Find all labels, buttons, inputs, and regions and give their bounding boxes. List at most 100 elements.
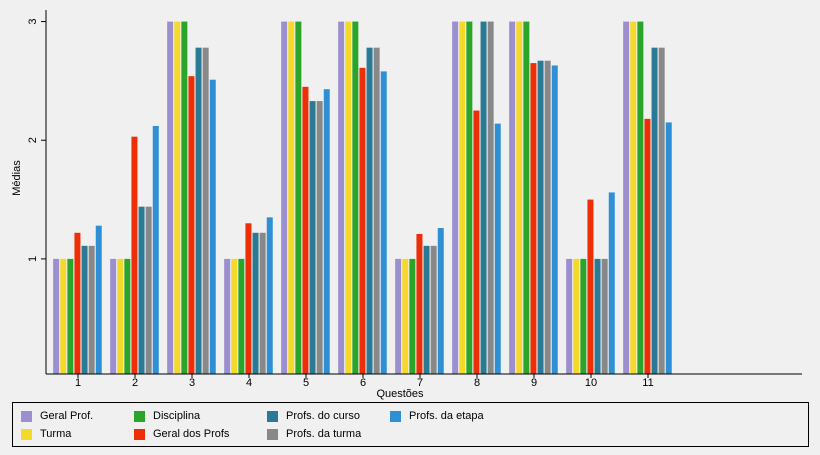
- x-tick-label: 8: [474, 377, 480, 389]
- x-tick-label: 11: [642, 377, 653, 389]
- bar-q1-s1: [53, 258, 60, 374]
- bar-q6-s6: [373, 47, 380, 375]
- bar-q11-s3: [637, 21, 644, 375]
- bar-q10-s6: [601, 258, 608, 374]
- bar-q11-s4: [644, 118, 651, 375]
- bar-q10-s2: [573, 258, 580, 374]
- legend: Geral Prof. Turma Disciplina Geral dos Prof…: [12, 402, 809, 447]
- bar-q9-s6: [544, 60, 551, 374]
- bar-q2-s5: [138, 206, 145, 374]
- bar-q6-s1: [338, 21, 345, 375]
- bar-q3-s7: [209, 79, 216, 375]
- legend-label: Turma: [40, 428, 72, 440]
- bar-q1-s6: [88, 245, 95, 374]
- bar-q6-s2: [345, 21, 352, 375]
- bar-q9-s7: [551, 65, 558, 374]
- bar-q7-s1: [395, 258, 402, 374]
- bar-q7-s7: [437, 228, 444, 374]
- bar-q1-s2: [60, 258, 67, 374]
- bar-q2-s7: [152, 125, 159, 375]
- bar-q4-s7: [266, 217, 273, 374]
- legend-swatch: [134, 428, 145, 440]
- bar-q1-s5: [81, 245, 88, 374]
- bar-q10-s1: [566, 258, 573, 374]
- legend-swatch: [267, 428, 278, 440]
- bar-q5-s4: [302, 86, 309, 374]
- bar-q5-s7: [323, 89, 330, 374]
- legend-item: Turma: [21, 427, 71, 441]
- bar-q8-s6: [487, 21, 494, 375]
- bar-q4-s1: [224, 258, 231, 374]
- bar-q1-s7: [95, 225, 102, 374]
- legend-item: Geral Prof.: [21, 409, 93, 423]
- legend-item: Geral dos Profs: [134, 427, 229, 441]
- bar-q9-s3: [523, 21, 530, 375]
- bar-q3-s3: [181, 21, 188, 375]
- bar-q4-s4: [245, 223, 252, 374]
- x-tick-label: 10: [585, 377, 597, 389]
- legend-label: Profs. da etapa: [409, 410, 484, 422]
- bar-q7-s3: [409, 258, 416, 374]
- bar-q11-s7: [665, 122, 672, 375]
- bar-q4-s5: [252, 232, 259, 374]
- x-tick-label: 3: [189, 377, 195, 389]
- legend-item: Profs. da turma: [267, 427, 361, 441]
- bar-q10-s5: [594, 258, 601, 374]
- bar-q4-s6: [259, 232, 266, 374]
- legend-item: Profs. da etapa: [390, 409, 484, 423]
- legend-label: Geral dos Profs: [153, 428, 230, 440]
- bar-q8-s1: [452, 21, 459, 375]
- bar-q11-s2: [630, 21, 637, 375]
- y-tick-label: 1: [27, 256, 39, 262]
- bar-q7-s6: [430, 245, 437, 374]
- legend-label: Disciplina: [153, 410, 201, 422]
- bar-q7-s4: [416, 233, 423, 374]
- legend-item: Profs. do curso: [267, 409, 360, 423]
- x-tick-label: 1: [75, 377, 81, 389]
- x-tick-label: 5: [303, 377, 309, 389]
- bar-q4-s2: [231, 258, 238, 374]
- bar-q2-s6: [145, 206, 152, 374]
- legend-swatch: [390, 410, 401, 422]
- x-tick-label: 2: [132, 377, 138, 389]
- legend-swatch: [134, 410, 145, 422]
- bar-q3-s1: [167, 21, 174, 375]
- bar-q10-s7: [608, 192, 615, 374]
- bar-q6-s5: [366, 47, 373, 375]
- bar-q10-s3: [580, 258, 587, 374]
- bar-q9-s2: [516, 21, 523, 375]
- bar-q9-s4: [530, 63, 537, 375]
- bar-q8-s5: [480, 21, 487, 375]
- bar-q5-s1: [281, 21, 288, 375]
- bar-q2-s1: [110, 258, 117, 374]
- bar-q5-s2: [288, 21, 295, 375]
- bar-q1-s3: [67, 258, 74, 374]
- bar-q9-s1: [509, 21, 516, 375]
- bar-q11-s6: [658, 47, 665, 375]
- y-tick-label: 3: [27, 18, 39, 24]
- bar-q3-s4: [188, 76, 195, 375]
- x-tick-label: 9: [531, 377, 537, 389]
- plot-area: [53, 21, 672, 375]
- bar-q8-s3: [466, 21, 473, 375]
- bar-q8-s2: [459, 21, 466, 375]
- y-ticks: 1 2 3: [27, 18, 46, 262]
- x-tick-label: 6: [360, 377, 366, 389]
- bar-q4-s3: [238, 258, 245, 374]
- bar-q11-s5: [651, 47, 658, 375]
- bar-q2-s4: [131, 136, 138, 374]
- y-axis-label: Médias: [11, 160, 23, 196]
- legend-label: Profs. do curso: [286, 410, 360, 422]
- bar-q6-s3: [352, 21, 359, 375]
- bar-q7-s2: [402, 258, 409, 374]
- legend-swatch: [21, 410, 32, 422]
- y-tick-label: 2: [27, 137, 39, 143]
- bar-q6-s7: [380, 71, 387, 375]
- bar-q5-s5: [309, 101, 316, 374]
- legend-label: Profs. da turma: [286, 428, 362, 440]
- legend-item: Disciplina: [134, 409, 200, 423]
- bar-q2-s3: [124, 258, 131, 374]
- bar-q9-s5: [537, 60, 544, 374]
- x-ticks: 1 2 3 4 5 6 7 8 9 10 11: [75, 374, 654, 389]
